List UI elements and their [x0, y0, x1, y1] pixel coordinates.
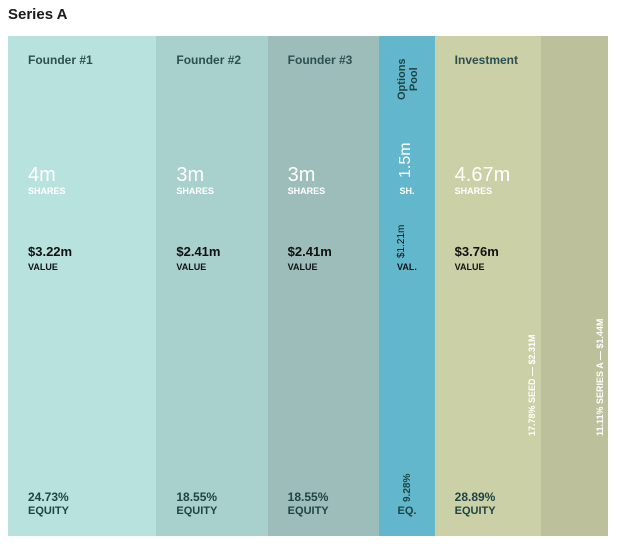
column-investment-series-a: 11.11% SERIES A — $1.44M: [541, 36, 608, 536]
value-label: VALUE: [28, 262, 58, 272]
column-founder-1: Founder #1 4m SHARES $3.22m VALUE 24.73%…: [8, 36, 157, 536]
equity-value: 24.73%: [28, 490, 69, 504]
equity-label: EQUITY: [176, 505, 218, 517]
equity-value: 18.55%: [287, 490, 329, 504]
value-amount: $2.41m: [176, 244, 221, 259]
column-name: Options Pool: [395, 58, 420, 100]
value-amount: $2.41m: [287, 244, 332, 259]
value-amount: $3.76m: [454, 244, 499, 259]
value-amount: $1.21m: [395, 224, 407, 258]
equity-label: EQUITY: [28, 505, 69, 517]
chart-title: Series A: [8, 6, 68, 23]
equity-label: EQUITY: [287, 505, 329, 517]
column-name: Investment: [454, 53, 519, 67]
column-name: Founder #1: [28, 53, 93, 67]
shares-label: SHARES: [287, 186, 326, 196]
column-founder-2: Founder #2 3m SHARES $2.41m VALUE 18.55%…: [156, 36, 268, 536]
shares-value: 4.67m: [454, 164, 511, 186]
value-label: VALUE: [287, 262, 318, 272]
shares-value: 4m: [28, 164, 56, 186]
equity-label: EQ.: [397, 505, 417, 517]
column-name: Founder #2: [176, 53, 242, 67]
shares-label: SHARES: [28, 186, 66, 196]
shares-value: 3m: [176, 164, 205, 186]
value-label: VALUE: [454, 262, 485, 272]
equity-value: 18.55%: [176, 490, 218, 504]
shares-label: SH.: [399, 186, 415, 196]
shares-value: 3m: [287, 164, 316, 186]
series-a-round-label: 11.11% SERIES A — $1.44M: [595, 318, 606, 436]
cap-table-chart: Founder #1 4m SHARES $3.22m VALUE 24.73%…: [8, 36, 608, 536]
equity-value: 9.28%: [401, 473, 413, 502]
column-name: Founder #3: [287, 53, 353, 67]
equity-value: 28.89%: [454, 490, 496, 504]
column-investment-seed: Investment 4.67m SHARES $3.76m VALUE 28.…: [434, 36, 542, 536]
column-options-pool: Options Pool 1.5m SH. $1.21m VAL. 9.28% E…: [378, 36, 435, 536]
seed-round-label: 17.78% SEED — $2.31M: [526, 334, 537, 436]
value-amount: $3.22m: [28, 244, 73, 259]
shares-value: 1.5m: [396, 142, 414, 178]
shares-label: SHARES: [176, 186, 214, 196]
shares-label: SHARES: [454, 186, 493, 196]
value-label: VAL.: [397, 262, 417, 272]
value-label: VALUE: [176, 262, 207, 272]
equity-label: EQUITY: [454, 505, 496, 517]
column-founder-3: Founder #3 3m SHARES $2.41m VALUE 18.55%…: [267, 36, 379, 536]
